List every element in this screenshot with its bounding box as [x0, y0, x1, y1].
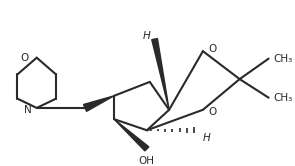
Text: H: H: [143, 31, 151, 41]
Text: H: H: [203, 133, 211, 143]
Text: OH: OH: [139, 156, 155, 166]
Text: CH₃: CH₃: [273, 54, 293, 64]
Text: O: O: [209, 44, 217, 54]
Polygon shape: [83, 96, 114, 111]
Polygon shape: [114, 119, 149, 151]
Text: O: O: [21, 53, 29, 63]
Text: N: N: [24, 105, 32, 115]
Text: CH₃: CH₃: [273, 93, 293, 103]
Text: O: O: [209, 107, 217, 117]
Polygon shape: [152, 39, 169, 110]
